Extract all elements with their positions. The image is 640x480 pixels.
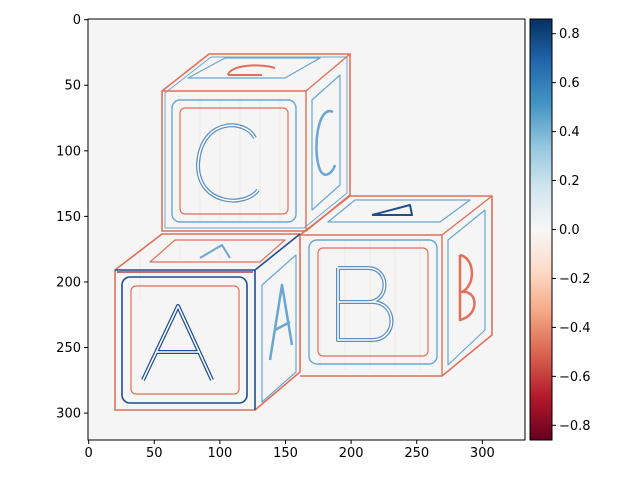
block-b-side-face	[447, 209, 486, 366]
colorbar-gradient	[530, 19, 552, 440]
y-tick-label: 50	[64, 79, 81, 94]
block-c-front-edge	[162, 53, 351, 231]
y-ticks: 0 50 100 150 200 250 300	[56, 13, 88, 422]
block-a-top-face	[149, 239, 286, 263]
y-tick-label: 200	[56, 275, 81, 290]
block-a	[114, 233, 301, 411]
y-tick-label: 250	[56, 341, 81, 356]
block-c-top-letter	[227, 64, 276, 76]
axes-frame	[87, 18, 526, 441]
colorbar-tick-label: 0.6	[559, 76, 580, 91]
colorbar-tick-label: −0.8	[559, 419, 591, 434]
x-tick-label: 200	[339, 446, 364, 461]
colorbar-tick-label: −0.6	[559, 370, 591, 385]
colorbar-tick-label: −0.4	[559, 321, 591, 336]
block-c-letter-c-inner	[197, 124, 259, 202]
block-c-front-panel	[171, 99, 297, 223]
block-c	[161, 53, 351, 232]
block-b-outline	[299, 195, 493, 377]
block-b-front-panel	[308, 239, 438, 365]
block-c-outline-inner	[164, 56, 348, 229]
block-c-front-panel-inner	[179, 107, 289, 215]
block-a-top-letter	[199, 244, 231, 259]
colorbar-tick-label: −0.2	[559, 272, 591, 287]
block-c-side-face	[311, 74, 341, 211]
y-tick-label: 100	[56, 144, 81, 159]
heatmap-image	[114, 53, 493, 411]
x-tick-label: 150	[273, 446, 298, 461]
block-a-front-panel-inner	[130, 285, 240, 395]
heatmap-axes: 0 50 100 150 200 250 300 0 50 100 150 200 250 300	[56, 13, 526, 461]
colorbar-ticks: 0.8 0.6 0.4 0.2 0.0 −0.2 −0.4 −0.6 −0.8	[552, 27, 591, 434]
block-c-top-face	[187, 57, 321, 79]
block-b-letter-b-inner	[337, 267, 393, 341]
block-b-front-edge	[300, 195, 493, 376]
colorbar-tick-label: 0.4	[559, 125, 580, 140]
block-b-top-letter	[371, 204, 413, 216]
x-tick-label: 100	[207, 446, 232, 461]
block-b-front-panel-inner	[317, 247, 429, 357]
block-a-front-edge	[115, 233, 301, 410]
colorbar-tick-label: 0.0	[559, 223, 580, 238]
x-tick-label: 250	[404, 446, 429, 461]
y-tick-label: 150	[56, 210, 81, 225]
block-b	[299, 195, 493, 377]
block-a-front-panel	[121, 276, 248, 404]
colorbar: 0.8 0.6 0.4 0.2 0.0 −0.2 −0.4 −0.6 −0.8	[529, 18, 591, 441]
block-a-side-face	[261, 254, 297, 403]
block-a-side-letter	[268, 283, 294, 361]
block-b-top-face	[327, 199, 471, 223]
y-tick-label: 0	[73, 13, 81, 28]
x-tick-label: 0	[85, 446, 93, 461]
x-tick-label: 50	[146, 446, 163, 461]
y-tick-label: 300	[56, 407, 81, 422]
colorbar-tick-label: 0.2	[559, 174, 580, 189]
x-ticks: 0 50 100 150 200 250 300	[85, 440, 495, 461]
block-b-side-letter	[458, 253, 476, 322]
block-a-outline	[114, 233, 301, 411]
block-c-outline	[161, 53, 351, 232]
colorbar-tick-label: 0.8	[559, 27, 580, 42]
block-c-side-letter	[315, 109, 337, 176]
block-a-letter-a-inner	[142, 305, 213, 381]
x-tick-label: 300	[470, 446, 495, 461]
